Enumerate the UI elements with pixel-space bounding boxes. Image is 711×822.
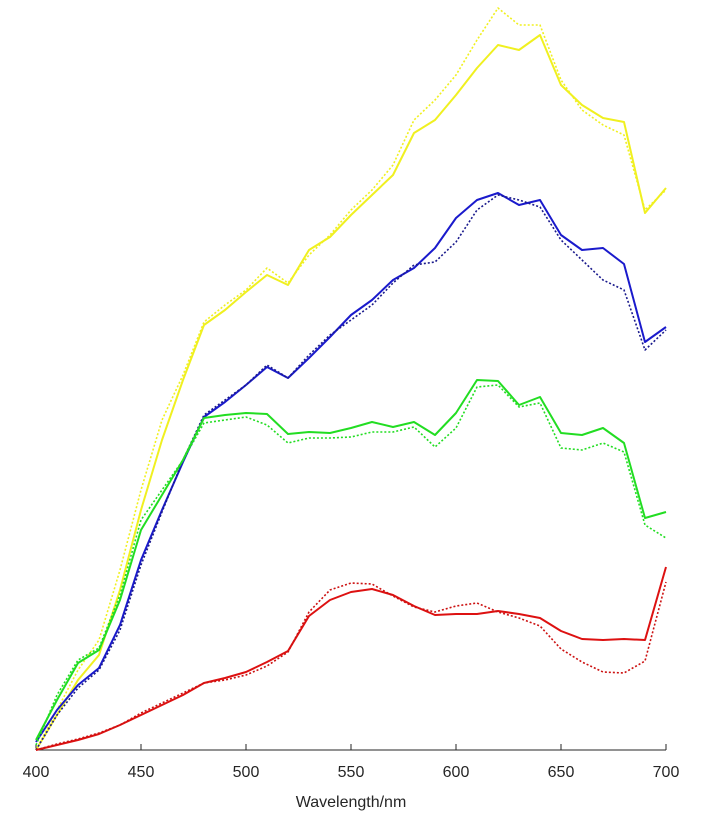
- series-line: [35, 379, 667, 741]
- series-line: [35, 384, 667, 746]
- series-line: [35, 7, 667, 751]
- x-tick-label: 400: [23, 764, 50, 781]
- series-line: [35, 581, 667, 751]
- series-line: [35, 566, 667, 751]
- x-tick-label: 650: [548, 764, 575, 781]
- x-tick-label: 450: [128, 764, 155, 781]
- x-tick-label: 550: [338, 764, 365, 781]
- x-tick-label: 700: [653, 764, 680, 781]
- series-line: [35, 194, 667, 751]
- x-tick-label: 600: [443, 764, 470, 781]
- x-axis-label: Wavelength/nm: [296, 794, 407, 811]
- series-line: [35, 192, 667, 743]
- x-tick-label: 500: [233, 764, 260, 781]
- series-line: [35, 34, 667, 751]
